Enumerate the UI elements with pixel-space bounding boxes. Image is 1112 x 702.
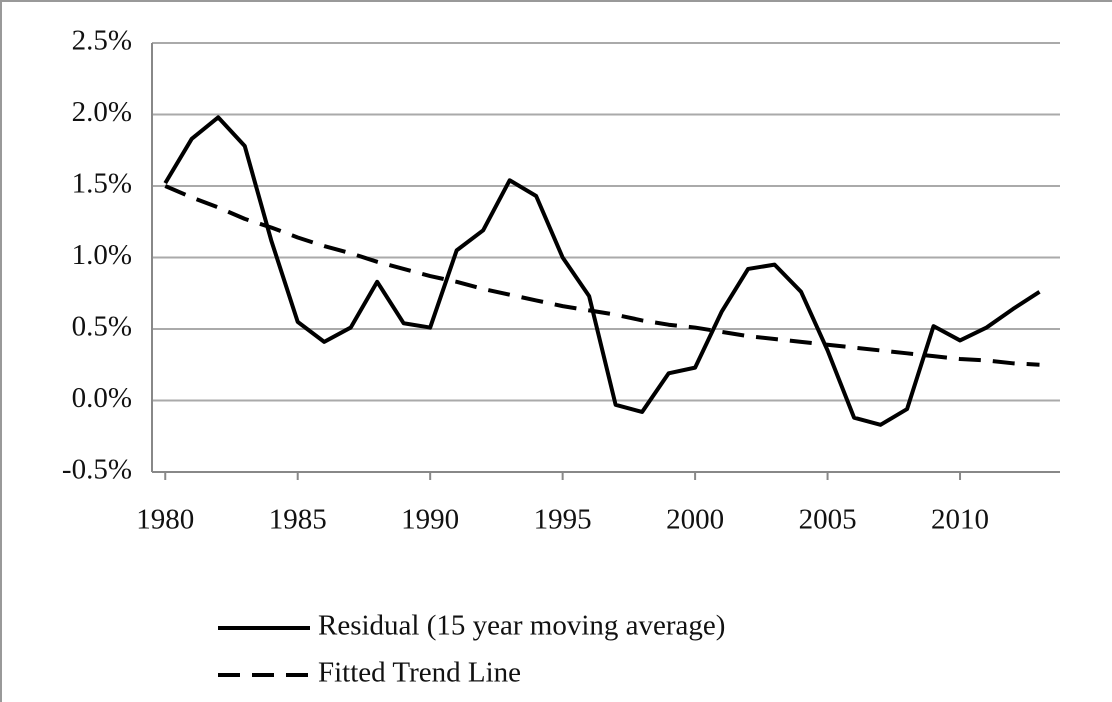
x-tick-label: 1995 — [534, 504, 592, 536]
y-tick-label: 0.5% — [72, 311, 132, 343]
series-line — [164, 184, 1040, 367]
legend-label: Fitted Trend Line — [318, 657, 521, 689]
x-tick-label: 1985 — [269, 504, 327, 536]
x-tick-label: 1990 — [401, 504, 459, 536]
y-tick-label: 1.0% — [72, 239, 132, 271]
x-tick-label: 2010 — [931, 504, 989, 536]
y-tick-label: 2.0% — [72, 96, 132, 128]
x-tick-label: 1980 — [136, 504, 194, 536]
legend-label: Residual (15 year moving average) — [318, 610, 725, 642]
x-tick-label: 2000 — [666, 504, 724, 536]
series-line — [163, 115, 1041, 427]
y-tick-label: 1.5% — [72, 168, 132, 200]
y-tick-label: -0.5% — [62, 454, 132, 486]
y-tick-label: 0.0% — [72, 382, 132, 414]
y-tick-label: 2.5% — [72, 25, 132, 57]
x-tick-label: 2005 — [799, 504, 857, 536]
